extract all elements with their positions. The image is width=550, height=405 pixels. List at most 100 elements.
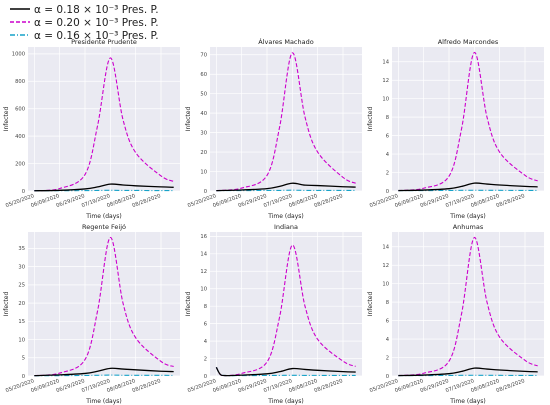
series-line: [34, 57, 174, 192]
subplot-title: Indiana: [274, 223, 298, 231]
y-axis-label: Infected: [185, 292, 192, 317]
y-tick-label: 10: [382, 281, 389, 287]
x-tick-label: 08/28/2020: [314, 193, 344, 209]
y-axis-label: Infected: [3, 107, 10, 132]
y-axis-label: Infected: [3, 292, 10, 317]
y-tick-label: 8: [386, 300, 389, 306]
y-tick-label: 14: [200, 252, 207, 258]
y-tick-label: 200: [15, 161, 25, 167]
plot-background: [210, 232, 362, 376]
y-tick-label: 14: [382, 60, 389, 66]
y-tick-label: 600: [15, 107, 25, 113]
series-line: [216, 52, 356, 192]
y-tick-label: 25: [18, 283, 25, 289]
subplot-4: Regente Feijó0510152025303505/20/202006/…: [3, 223, 180, 405]
x-axis-label: Time (days): [449, 398, 485, 405]
y-tick-label: 800: [15, 79, 25, 85]
y-tick-label: 4: [386, 337, 390, 343]
series-line: [215, 366, 356, 377]
y-tick-label: 12: [200, 269, 207, 275]
plot-background: [392, 47, 544, 191]
x-tick-label: 08/28/2020: [132, 378, 162, 394]
y-tick-label: 6: [204, 321, 207, 327]
y-tick-label: 5: [22, 356, 25, 362]
y-tick-label: 60: [200, 72, 207, 78]
y-axis-label: Infected: [367, 107, 374, 132]
y-tick-label: 6: [386, 318, 389, 324]
y-tick-label: 2: [386, 170, 389, 176]
y-tick-label: 50: [200, 92, 207, 98]
subplot-3: Alfredo Marcondes0246810121405/20/202006…: [367, 38, 544, 220]
y-tick-label: 400: [15, 134, 25, 140]
y-tick-label: 30: [18, 264, 25, 270]
subplot-title: Presidente Prudente: [71, 38, 137, 46]
y-tick-label: 14: [382, 245, 389, 251]
y-tick-label: 40: [200, 111, 207, 117]
subplot-title: Álvares Machado: [258, 37, 313, 46]
y-tick-label: 0: [22, 374, 25, 380]
series-line: [216, 182, 356, 192]
x-axis-label: Time (days): [85, 398, 121, 405]
y-tick-label: 20: [18, 301, 25, 307]
plot-background: [28, 47, 180, 191]
y-tick-label: 12: [382, 78, 389, 84]
series-line: [398, 182, 538, 192]
subplot-title: Anhumas: [453, 223, 484, 231]
series-line: [34, 183, 174, 192]
subplot-1: Presidente Prudente0200400600800100005/2…: [3, 38, 180, 220]
y-tick-label: 4: [386, 152, 390, 158]
subplot-5: Indiana024681012141605/20/202006/09/2020…: [185, 223, 362, 405]
y-tick-label: 0: [386, 189, 389, 195]
y-tick-label: 2: [204, 356, 207, 362]
legend-label: α = 0.18 × 10⁻³ Pres. P.: [34, 4, 159, 16]
y-tick-label: 12: [382, 263, 389, 269]
y-tick-label: 0: [22, 189, 25, 195]
series-line: [398, 367, 538, 377]
subplot-6: Anhumas0246810121405/20/202006/09/202006…: [367, 223, 544, 405]
y-tick-label: 10: [18, 337, 25, 343]
y-tick-label: 10: [382, 96, 389, 102]
legend: α = 0.18 × 10⁻³ Pres. P.α = 0.20 × 10⁻³ …: [10, 4, 159, 42]
y-tick-label: 1000: [12, 52, 25, 58]
series-line: [34, 367, 174, 377]
y-tick-label: 8: [386, 115, 389, 121]
x-axis-label: Time (days): [267, 213, 303, 220]
y-tick-label: 0: [204, 189, 207, 195]
y-tick-label: 35: [18, 246, 25, 252]
plot-background: [28, 232, 180, 376]
y-tick-label: 6: [386, 133, 389, 139]
x-tick-label: 08/28/2020: [496, 378, 526, 394]
subplot-title: Regente Feijó: [82, 223, 126, 231]
series-line: [34, 236, 174, 377]
legend-label: α = 0.20 × 10⁻³ Pres. P.: [34, 17, 159, 29]
x-axis-label: Time (days): [85, 213, 121, 220]
x-tick-label: 08/28/2020: [314, 378, 344, 394]
series-line: [398, 51, 538, 192]
y-tick-label: 16: [200, 234, 207, 240]
y-tick-label: 0: [204, 374, 207, 380]
x-tick-label: 08/28/2020: [496, 193, 526, 209]
subplot-2: Álvares Machado01020304050607005/20/2020…: [185, 37, 362, 220]
y-tick-label: 8: [204, 304, 207, 310]
y-tick-label: 2: [386, 355, 389, 361]
x-axis-label: Time (days): [449, 213, 485, 220]
series-line: [34, 374, 174, 377]
legend-label: α = 0.16 × 10⁻³ Pres. P.: [34, 30, 159, 42]
y-tick-label: 0: [386, 374, 389, 380]
subplot-title: Alfredo Marcondes: [438, 38, 499, 46]
y-axis-label: Infected: [185, 107, 192, 132]
plot-background: [392, 232, 544, 376]
y-tick-label: 30: [200, 130, 207, 136]
x-tick-label: 08/28/2020: [132, 193, 162, 209]
y-axis-label: Infected: [367, 292, 374, 317]
y-tick-label: 70: [200, 53, 207, 59]
y-tick-label: 10: [200, 287, 207, 293]
series-line: [398, 236, 538, 377]
y-tick-label: 20: [200, 150, 207, 156]
y-tick-label: 10: [200, 169, 207, 175]
plot-background: [210, 47, 362, 191]
y-tick-label: 15: [18, 319, 25, 325]
x-axis-label: Time (days): [267, 398, 303, 405]
y-tick-label: 4: [204, 339, 208, 345]
